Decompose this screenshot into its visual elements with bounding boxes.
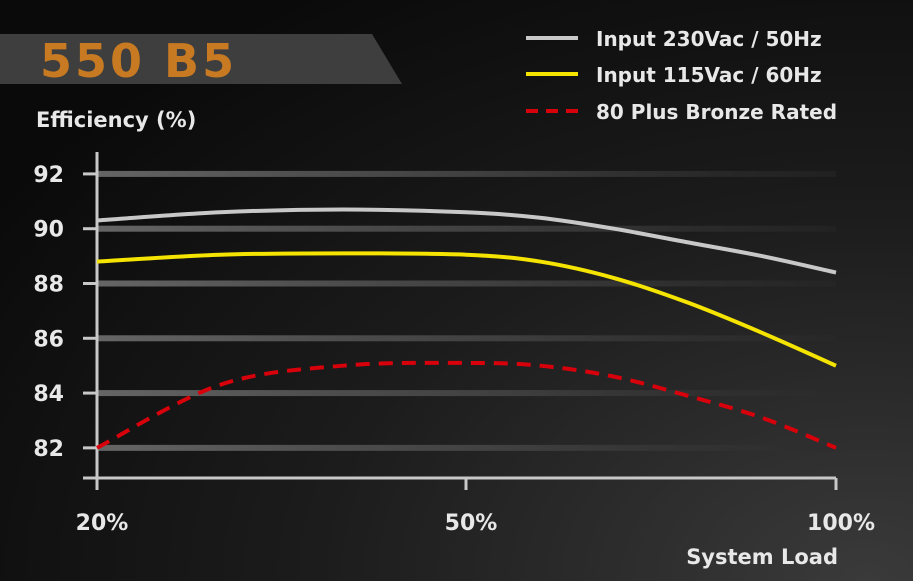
y-axis-title: Efficiency (%): [36, 108, 196, 132]
x-axis-title: System Load: [686, 545, 838, 569]
legend-label-1: Input 230Vac / 50Hz: [596, 27, 822, 51]
legend-label-3: 80 Plus Bronze Rated: [596, 100, 837, 124]
title-banner: [0, 34, 402, 84]
chart-title: 550 B5: [40, 34, 237, 88]
x-tick-label: 20%: [76, 511, 129, 536]
grid-line: [97, 225, 836, 232]
series-lines: [96, 207, 837, 450]
legend-label-2: Input 115Vac / 60Hz: [596, 63, 822, 87]
y-tick-label: 84: [33, 382, 64, 407]
y-tick-label: 92: [33, 163, 64, 188]
x-tick-labels: 20% 50% 100%: [76, 511, 875, 536]
grid-line: [97, 280, 836, 287]
y-tick-label: 86: [33, 327, 64, 352]
x-tick-label: 50%: [445, 511, 498, 536]
grid-lines: [97, 170, 836, 451]
series-line-3: [96, 360, 837, 450]
series-line-2: [96, 251, 837, 368]
grid-line: [97, 444, 836, 451]
grid-line: [97, 170, 836, 177]
x-tick-label: 100%: [807, 511, 875, 536]
y-tick-label: 88: [33, 272, 64, 297]
legend: Input 230Vac / 50Hz Input 115Vac / 60Hz 80…: [526, 27, 837, 124]
y-tick-label: 82: [33, 437, 64, 462]
grid-line: [97, 335, 836, 342]
grid-line: [97, 390, 836, 397]
y-tick-labels: 92 90 88 86 84 82: [33, 163, 64, 462]
series-line-1: [96, 207, 837, 275]
axes: [83, 152, 838, 490]
y-tick-label: 90: [33, 218, 64, 243]
